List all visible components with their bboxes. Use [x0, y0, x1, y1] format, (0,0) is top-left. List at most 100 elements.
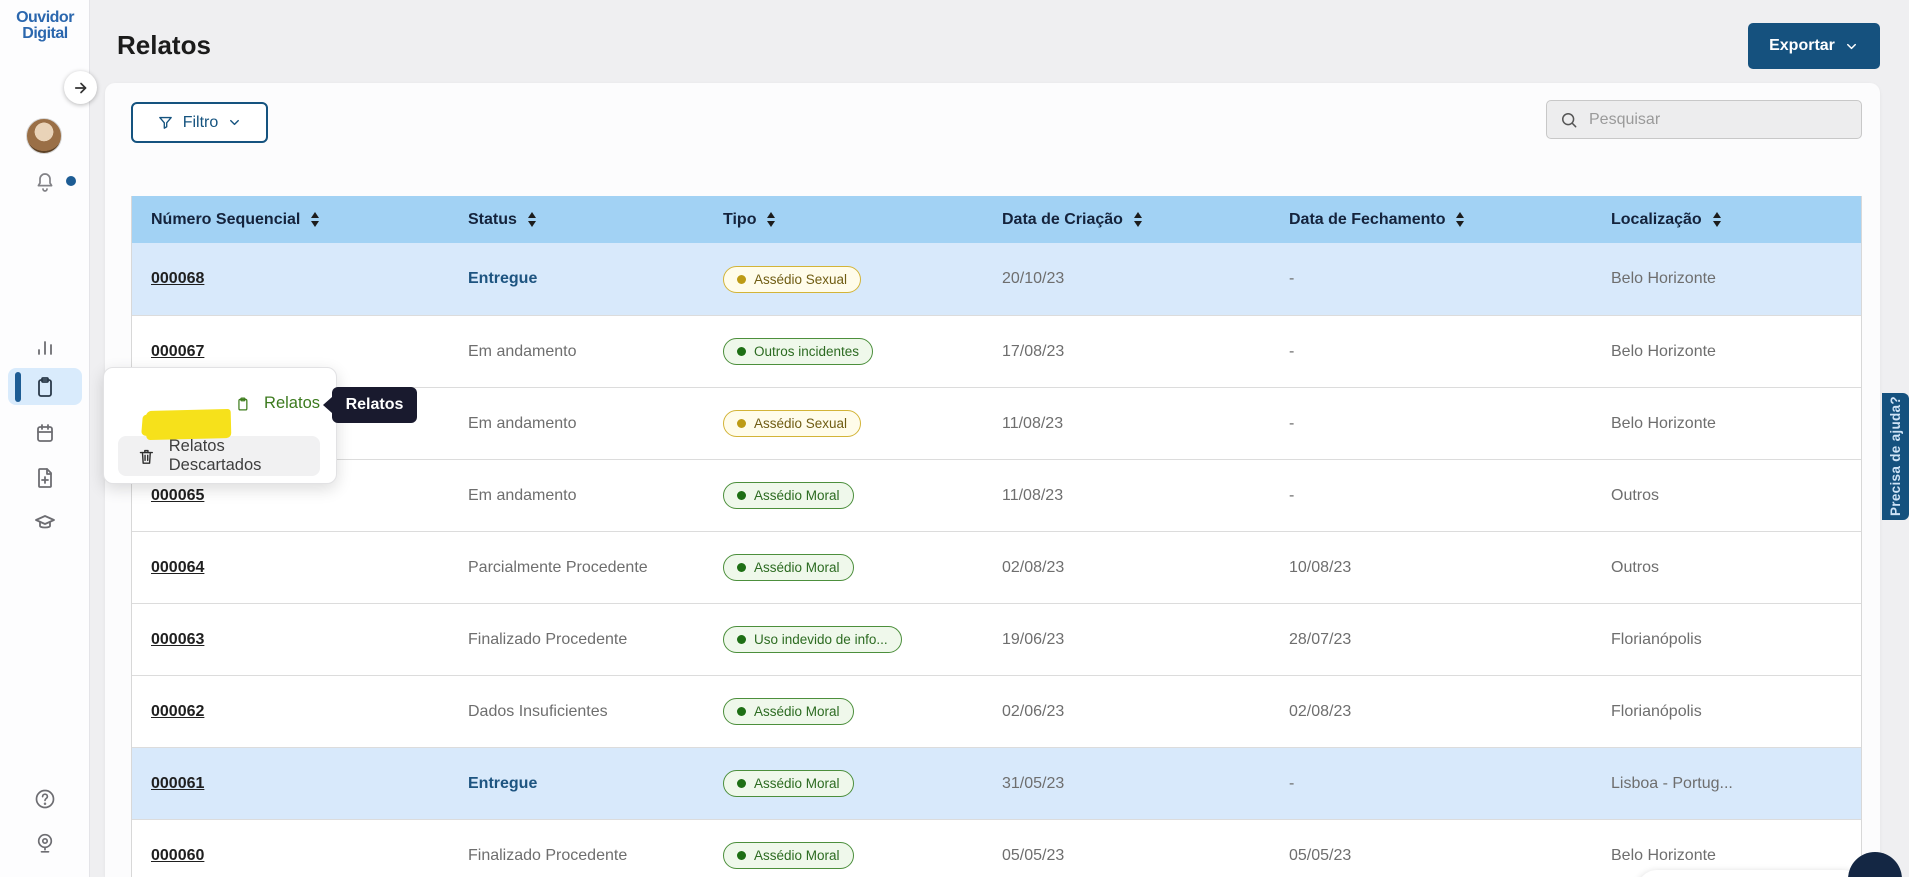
closing-date-text: 05/05/23: [1289, 846, 1352, 864]
sort-icon[interactable]: [1456, 212, 1465, 227]
report-number-link[interactable]: 000068: [151, 270, 205, 287]
chat-bubble[interactable]: [1637, 870, 1863, 877]
calendar-icon: [37, 424, 53, 442]
clipboard-icon: [238, 396, 248, 411]
user-avatar[interactable]: [26, 118, 62, 154]
status-text: Entregue: [468, 270, 538, 287]
badge-dot-icon: [737, 851, 746, 860]
status-text: Entregue: [468, 774, 538, 792]
badge-dot-icon: [737, 347, 746, 356]
creation-date-text: 02/08/23: [1002, 558, 1065, 576]
sidebar-item-analytics[interactable]: [33, 336, 57, 360]
badge-dot-icon: [737, 635, 746, 644]
cell-tipo: Assédio Moral: [704, 554, 983, 581]
relatos-flyout-menu: Relatos Relatos Descartados: [103, 367, 337, 484]
search-input[interactable]: [1589, 110, 1849, 129]
sort-icon[interactable]: [527, 212, 536, 227]
export-label: Exportar: [1769, 37, 1835, 54]
sidebar-expand-button[interactable]: [64, 71, 97, 104]
badge-dot-icon: [737, 779, 746, 788]
cell-data-criacao: 02/08/23: [983, 559, 1270, 577]
table-row[interactable]: 000063 Finalizado Procedente Uso indevido …: [132, 603, 1861, 675]
cell-tipo: Assédio Moral: [704, 842, 983, 869]
cell-localizacao: Florianópolis: [1592, 631, 1863, 649]
table-row[interactable]: Em andamento Assédio Sexual 11/08/23 - Belo …: [132, 387, 1861, 459]
table-row[interactable]: 000062 Dados Insuficientes Assédio Moral 02…: [132, 675, 1861, 747]
table-row[interactable]: 000065 Em andamento Assédio Moral 11/08/23 -…: [132, 459, 1861, 531]
status-text: Parcialmente Procedente: [468, 558, 648, 576]
table-row[interactable]: 000067 Em andamento Outros incidentes 17/08…: [132, 315, 1861, 387]
cell-localizacao: Belo Horizonte: [1592, 270, 1863, 288]
sort-icon[interactable]: [767, 212, 776, 227]
help-tab[interactable]: Precisa de ajuda?: [1882, 393, 1909, 520]
report-number-link[interactable]: 000065: [151, 486, 205, 504]
table-row[interactable]: 000068 Entregue Assédio Sexual 20/10/23 - Bel…: [132, 243, 1861, 315]
cell-data-criacao: 20/10/23: [983, 270, 1270, 288]
report-number-link[interactable]: 000060: [151, 846, 205, 864]
badge-dot-icon: [737, 419, 746, 428]
closing-date-text: -: [1289, 342, 1295, 360]
cell-numero: 000062: [132, 703, 449, 721]
filter-button[interactable]: Filtro: [131, 102, 268, 143]
cell-tipo: Assédio Moral: [704, 770, 983, 797]
cell-data-criacao: 11/08/23: [983, 487, 1270, 505]
sidebar-item-education[interactable]: [33, 510, 57, 534]
badge-label: Assédio Moral: [754, 704, 840, 719]
brand-logo: Ouvidor Digital: [0, 10, 90, 42]
cell-data-fechamento: 05/05/23: [1270, 847, 1592, 865]
logo-line1: Ouvidor: [16, 9, 74, 26]
tipo-badge: Assédio Moral: [723, 842, 854, 869]
report-number-link[interactable]: 000061: [151, 774, 205, 792]
tipo-badge: Assédio Moral: [723, 770, 854, 797]
notifications-button[interactable]: [33, 170, 57, 194]
table-row[interactable]: 000060 Finalizado Procedente Assédio Moral…: [132, 819, 1861, 877]
funnel-icon: [158, 116, 172, 129]
export-button[interactable]: Exportar: [1748, 23, 1880, 69]
cell-tipo: Assédio Sexual: [704, 410, 983, 437]
cell-data-fechamento: -: [1270, 270, 1592, 288]
help-tab-label: Precisa de ajuda?: [1888, 396, 1903, 517]
location-text: Belo Horizonte: [1611, 414, 1716, 432]
location-text: Outros: [1611, 558, 1660, 576]
cell-data-fechamento: -: [1270, 415, 1592, 433]
report-number-link[interactable]: 000062: [151, 702, 205, 720]
badge-label: Assédio Sexual: [754, 416, 848, 431]
sidebar-item-new-report[interactable]: [33, 466, 57, 490]
report-number-link[interactable]: 000067: [151, 342, 205, 360]
cell-data-criacao: 02/06/23: [983, 703, 1270, 721]
sidebar-item-relatos[interactable]: [33, 375, 57, 399]
cell-tipo: Assédio Sexual: [704, 265, 983, 293]
sidebar-item-calendar[interactable]: [33, 421, 57, 445]
badge-label: Assédio Moral: [754, 848, 840, 863]
sidebar-active-bar: [15, 372, 21, 402]
report-number-link[interactable]: 000063: [151, 630, 205, 648]
menu-item-relatos-descartados[interactable]: Relatos Descartados: [118, 436, 320, 476]
table-row[interactable]: 000061 Entregue Assédio Moral 31/05/23 - Lisb…: [132, 747, 1861, 819]
cell-data-criacao: 31/05/23: [983, 775, 1270, 793]
tipo-badge: Assédio Moral: [723, 554, 854, 581]
menu-item-relatos[interactable]: Relatos: [118, 381, 320, 441]
table-row[interactable]: 000064 Parcialmente Procedente Assédio Mor…: [132, 531, 1861, 603]
cell-localizacao: Florianópolis: [1592, 703, 1863, 721]
arrow-right-icon: [74, 82, 86, 93]
trash-icon: [139, 449, 153, 464]
sort-icon[interactable]: [1133, 212, 1142, 227]
badge-dot-icon: [737, 491, 746, 500]
sort-icon[interactable]: [311, 212, 320, 227]
relatos-tooltip: Relatos: [323, 387, 417, 423]
status-text: Finalizado Procedente: [468, 846, 628, 864]
cell-status: Em andamento: [449, 343, 704, 361]
status-text: Em andamento: [468, 342, 577, 360]
sidebar-item-webcam[interactable]: [33, 831, 57, 855]
file-plus-icon: [38, 468, 52, 488]
badge-dot-icon: [737, 707, 746, 716]
report-number-link[interactable]: 000064: [151, 558, 205, 576]
tipo-badge: Assédio Moral: [723, 698, 854, 725]
cell-tipo: Uso indevido de info...: [704, 626, 983, 653]
sort-icon[interactable]: [1712, 212, 1721, 227]
cell-localizacao: Belo Horizonte: [1592, 343, 1863, 361]
sidebar-item-help[interactable]: [33, 787, 57, 811]
content-card: Filtro Número Sequencial Status Tipo Data d…: [105, 83, 1880, 877]
cell-localizacao: Outros: [1592, 487, 1863, 505]
tipo-badge: Outros incidentes: [723, 338, 874, 365]
